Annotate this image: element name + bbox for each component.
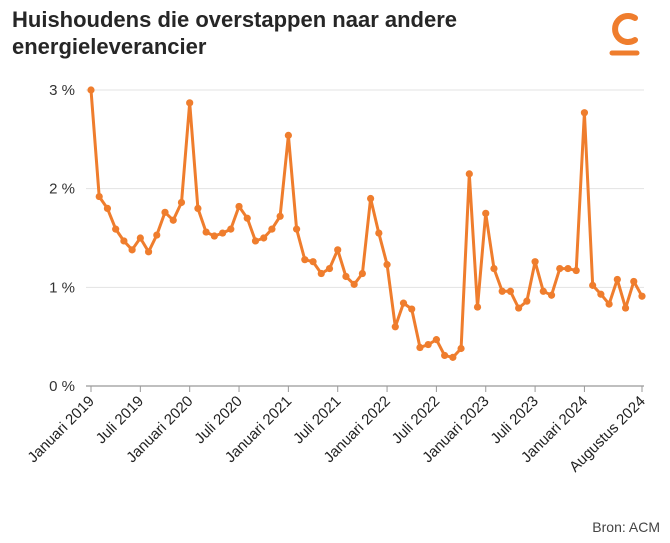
data-point <box>465 170 473 178</box>
data-point <box>383 261 391 269</box>
data-point <box>235 202 243 211</box>
data-point <box>523 297 531 305</box>
data-point <box>564 264 572 273</box>
data-point <box>186 99 194 107</box>
data-point <box>342 272 350 281</box>
data-point <box>580 109 589 117</box>
data-point <box>539 287 547 295</box>
data-point <box>218 229 227 237</box>
data-point <box>87 86 95 94</box>
data-point <box>161 208 169 216</box>
data-point <box>260 234 268 242</box>
data-point <box>630 277 638 286</box>
data-point <box>506 287 515 295</box>
data-point <box>367 194 375 203</box>
data-point <box>457 344 465 353</box>
data-point <box>424 340 432 349</box>
data-point <box>556 264 564 273</box>
data-point <box>194 204 202 212</box>
data-point <box>284 131 292 139</box>
data-point <box>276 212 284 220</box>
data-point <box>358 269 366 278</box>
y-tick-label: 1 % <box>49 279 75 296</box>
data-point <box>572 266 580 275</box>
y-tick-label: 3 % <box>49 82 75 99</box>
data-point <box>177 198 186 207</box>
data-point <box>432 336 441 344</box>
y-tick-label: 0 % <box>49 378 75 395</box>
data-point <box>227 225 235 233</box>
data-point <box>589 281 597 289</box>
c-logo-icon <box>609 13 640 56</box>
data-point <box>408 305 416 313</box>
data-point <box>416 343 424 352</box>
data-point <box>210 232 218 240</box>
data-point <box>605 300 613 308</box>
data-point <box>95 192 103 201</box>
data-point <box>638 292 646 300</box>
data-point <box>375 229 383 237</box>
source-note: Bron: ACM <box>592 519 660 535</box>
y-tick-label: 2 % <box>49 181 75 198</box>
data-point <box>136 234 144 242</box>
data-point <box>103 204 112 212</box>
data-point <box>399 299 408 307</box>
data-point <box>153 231 161 239</box>
data-point <box>531 258 539 266</box>
data-point <box>292 225 301 233</box>
data-point <box>490 264 498 273</box>
chart-title: Huishoudens die overstappen naar andere … <box>12 7 458 59</box>
data-point <box>251 237 260 245</box>
data-point <box>334 246 342 254</box>
data-point <box>350 280 358 288</box>
data-point <box>498 287 506 295</box>
data-point <box>325 264 334 273</box>
data-point <box>482 209 490 217</box>
data-point <box>268 225 276 233</box>
gridlines <box>86 89 644 387</box>
x-tick-label: Januari 2019 <box>24 393 97 466</box>
data-point <box>391 323 399 331</box>
data-point <box>144 248 153 256</box>
data-point <box>317 269 325 278</box>
data-point <box>449 353 457 361</box>
data-point <box>128 246 136 254</box>
data-point <box>441 351 449 360</box>
data-point <box>547 291 556 299</box>
data-point <box>309 258 317 266</box>
data-point <box>202 228 210 236</box>
y-axis-ticks: 0 % 1 % 2 % 3 % <box>49 82 75 395</box>
data-point <box>120 237 128 245</box>
data-point <box>621 304 630 312</box>
data-point <box>515 304 523 312</box>
data-point <box>301 256 309 264</box>
data-point <box>613 275 621 284</box>
data-point <box>243 214 251 222</box>
data-point <box>597 290 605 298</box>
data-point <box>473 303 482 311</box>
data-point <box>169 216 177 224</box>
data-points <box>87 86 646 361</box>
data-point <box>112 225 120 233</box>
